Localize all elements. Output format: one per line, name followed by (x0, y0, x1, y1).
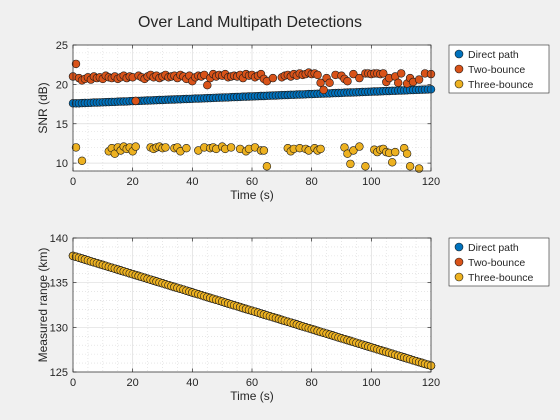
y-tick-label: 135 (50, 278, 68, 290)
x-tick-label: 0 (70, 176, 76, 188)
x-tick-label: 120 (422, 377, 440, 389)
data-point-three-bounce (161, 143, 170, 152)
data-point-three-bounce (262, 162, 272, 171)
legend-marker (454, 242, 464, 252)
x-tick-label: 0 (70, 377, 76, 389)
legend-marker (454, 49, 464, 59)
snr-axes[interactable]: 0 20 40 60 80 100 120 10 15 20 25 Time (s) SNR (dB) D… (36, 40, 550, 202)
legend-marker (454, 257, 464, 267)
data-point-two-bounce (343, 76, 352, 86)
data-point-two-bounce (268, 73, 278, 83)
data-point-two-bounce (394, 78, 403, 88)
legend[interactable]: Direct path Two-bounce Three-bounce (448, 44, 550, 94)
legend-marker (454, 79, 464, 89)
data-point-two-bounce (397, 69, 406, 78)
data-point-two-bounce (203, 80, 212, 90)
x-tick-label: 100 (362, 176, 380, 188)
legend-label: Three-bounce (468, 272, 534, 284)
y-tick-label: 130 (50, 322, 68, 334)
x-tick-label: 60 (246, 176, 258, 188)
legend-label: Two-bounce (468, 64, 525, 76)
x-tick-label: 120 (422, 176, 440, 188)
data-point-two-bounce (355, 73, 364, 83)
data-point-two-bounce (319, 85, 328, 95)
y-tick-label: 10 (56, 158, 68, 170)
data-point-two-bounce (325, 78, 334, 88)
legend[interactable]: Direct path Two-bounce Three-bounce (448, 237, 550, 287)
data-point-three-bounce (405, 162, 415, 171)
x-tick-label: 60 (246, 377, 258, 389)
x-tick-label: 40 (186, 377, 198, 389)
x-tick-label: 40 (186, 176, 198, 188)
y-tick-label: 140 (50, 233, 68, 245)
x-tick-label: 80 (306, 176, 318, 188)
x-tick-label: 100 (362, 377, 380, 389)
x-axis-label: Time (s) (230, 389, 274, 403)
data-point-two-bounce (379, 69, 388, 78)
y-tick-label: 125 (50, 367, 68, 379)
legend-label: Direct path (468, 242, 519, 254)
legend-label: Three-bounce (468, 79, 534, 91)
legend-label: Two-bounce (468, 257, 525, 269)
data-point-three-bounce (182, 144, 191, 153)
x-tick-label: 20 (127, 176, 139, 188)
data-point-three-bounce (402, 149, 412, 158)
markers (68, 59, 436, 173)
y-tick-label: 20 (56, 79, 68, 91)
data-point-two-bounce (349, 69, 358, 79)
legend-box (448, 237, 550, 287)
data-point-three-bounce (414, 164, 424, 173)
markers (68, 251, 436, 370)
y-axis-label: SNR (dB) (36, 82, 50, 133)
data-point-three-bounce (77, 156, 87, 166)
data-point-three-bounce (71, 143, 81, 152)
data-point-two-bounce (71, 59, 81, 69)
data-point-two-bounce (316, 78, 325, 88)
data-point-three-bounce (346, 159, 355, 169)
range-axes[interactable]: 0 20 40 60 80 100 120 125 130 135 140 Time (s) Measu… (36, 233, 550, 403)
x-tick-label: 80 (306, 377, 318, 389)
data-point-three-bounce (388, 158, 397, 167)
data-point-two-bounce (131, 96, 140, 106)
data-point-three-bounce (316, 144, 325, 154)
y-tick-label: 25 (56, 40, 68, 52)
x-tick-label: 20 (127, 377, 139, 389)
data-point-three-bounce (259, 146, 269, 155)
x-axis-label: Time (s) (230, 188, 274, 202)
legend-marker (454, 64, 464, 74)
y-tick-label: 15 (56, 119, 68, 131)
data-point-three-bounce (355, 142, 364, 151)
legend-box (448, 44, 550, 94)
data-point-three-bounce (349, 146, 358, 155)
y-axis-label: Measured range (km) (36, 248, 50, 363)
legend-marker (454, 272, 464, 282)
data-point-three-bounce (391, 147, 400, 157)
data-point-three-bounce (131, 142, 140, 151)
legend-label: Direct path (468, 49, 519, 61)
data-point-three-bounce (361, 162, 370, 171)
data-point-two-bounce (414, 75, 424, 84)
data-point-three-bounce (226, 143, 236, 152)
data-point-two-bounce (313, 70, 322, 80)
figure-title: Over Land Multipath Detections (138, 14, 362, 31)
